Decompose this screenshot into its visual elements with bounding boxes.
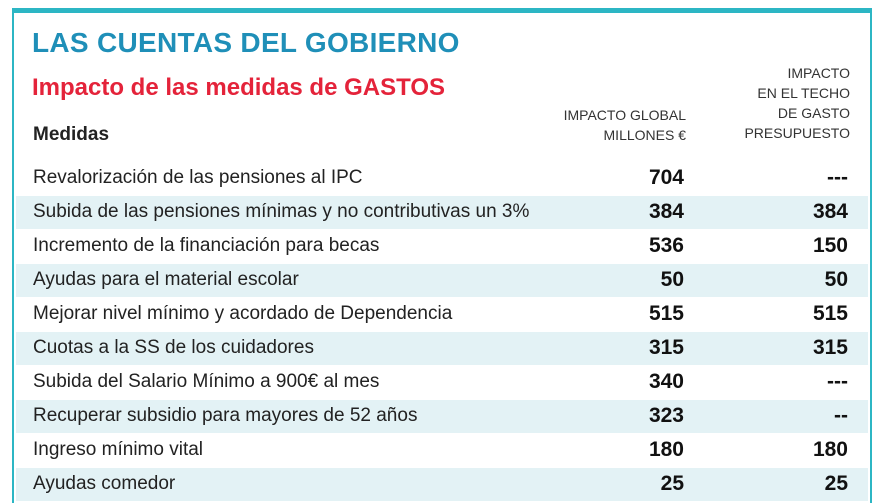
measure-impacto-global: 515	[648, 302, 684, 325]
column-header-impacto-techo-line3: DE GASTO	[777, 105, 850, 121]
table-row: Ingreso mínimo vital 180 180	[16, 434, 868, 468]
measure-impacto-techo: 315	[812, 336, 848, 359]
measure-impacto-techo: --	[834, 404, 848, 427]
measure-impacto-global: 50	[660, 268, 684, 291]
column-header-impacto-global-line2: MILLONES €	[603, 127, 686, 143]
table-row: Cuotas a la SS de los cuidadores 315 315	[16, 332, 868, 366]
measure-impacto-techo: 25	[824, 472, 848, 495]
measure-name: Ayudas para el material escolar	[33, 269, 299, 290]
measure-impacto-techo: 515	[812, 302, 848, 325]
table-row: Mejorar nivel mínimo y acordado de Depen…	[16, 298, 868, 332]
measure-impacto-global: 25	[660, 472, 684, 495]
measure-name: Subida de las pensiones mínimas y no con…	[33, 201, 530, 222]
column-header-medidas: Medidas	[33, 124, 110, 145]
table-row: Revalorización de las pensiones al IPC 7…	[16, 162, 868, 196]
measure-impacto-global: 180	[648, 438, 684, 461]
measure-impacto-techo: 150	[812, 234, 848, 257]
measure-impacto-techo: 384	[812, 200, 848, 223]
measure-impacto-global: 536	[648, 234, 684, 257]
measure-name: Ayudas comedor	[33, 473, 176, 494]
table-row: Ayudas para el material escolar 50 50	[16, 264, 868, 298]
measures-table: Revalorización de las pensiones al IPC 7…	[16, 162, 868, 502]
measure-name: Recuperar subsidio para mayores de 52 añ…	[33, 405, 418, 426]
measure-impacto-global: 704	[648, 166, 684, 189]
measure-name: Subida del Salario Mínimo a 900€ al mes	[33, 371, 380, 392]
measure-impacto-global: 315	[648, 336, 684, 359]
table-row: Subida de las pensiones mínimas y no con…	[16, 196, 868, 230]
measure-impacto-global: 323	[648, 404, 684, 427]
table-row: Subida del Salario Mínimo a 900€ al mes …	[16, 366, 868, 400]
table-row: Ayudas comedor 25 25	[16, 468, 868, 502]
column-header-impacto-global-line1: IMPACTO GLOBAL	[563, 107, 686, 123]
column-header-impacto-global: IMPACTO GLOBAL MILLONES €	[506, 105, 686, 145]
table-row: Incremento de la financiación para becas…	[16, 230, 868, 264]
infographic-title: LAS CUENTAS DEL GOBIERNO	[32, 27, 460, 58]
measure-name: Incremento de la financiación para becas	[33, 235, 380, 256]
measure-impacto-global: 384	[648, 200, 684, 223]
column-header-impacto-techo: IMPACTO EN EL TECHO DE GASTO PRESUPUESTO	[700, 63, 850, 143]
measure-name: Revalorización de las pensiones al IPC	[33, 167, 363, 188]
measure-name: Cuotas a la SS de los cuidadores	[33, 337, 314, 358]
measure-impacto-techo: 50	[824, 268, 848, 291]
column-header-impacto-techo-line2: EN EL TECHO	[757, 85, 850, 101]
measure-name: Mejorar nivel mínimo y acordado de Depen…	[33, 303, 453, 324]
measure-impacto-techo: ---	[827, 166, 848, 189]
infographic-subtitle: Impacto de las medidas de GASTOS	[32, 74, 446, 101]
measure-impacto-techo: ---	[827, 370, 848, 393]
column-header-impacto-techo-line1: IMPACTO	[787, 65, 851, 81]
measure-name: Ingreso mínimo vital	[33, 439, 204, 460]
measure-impacto-global: 340	[648, 370, 684, 393]
measure-impacto-techo: 180	[812, 438, 848, 461]
table-row: Recuperar subsidio para mayores de 52 añ…	[16, 400, 868, 434]
column-header-impacto-techo-line4: PRESUPUESTO	[744, 125, 850, 141]
infographic-frame: LAS CUENTAS DEL GOBIERNO Impacto de las …	[12, 8, 872, 503]
